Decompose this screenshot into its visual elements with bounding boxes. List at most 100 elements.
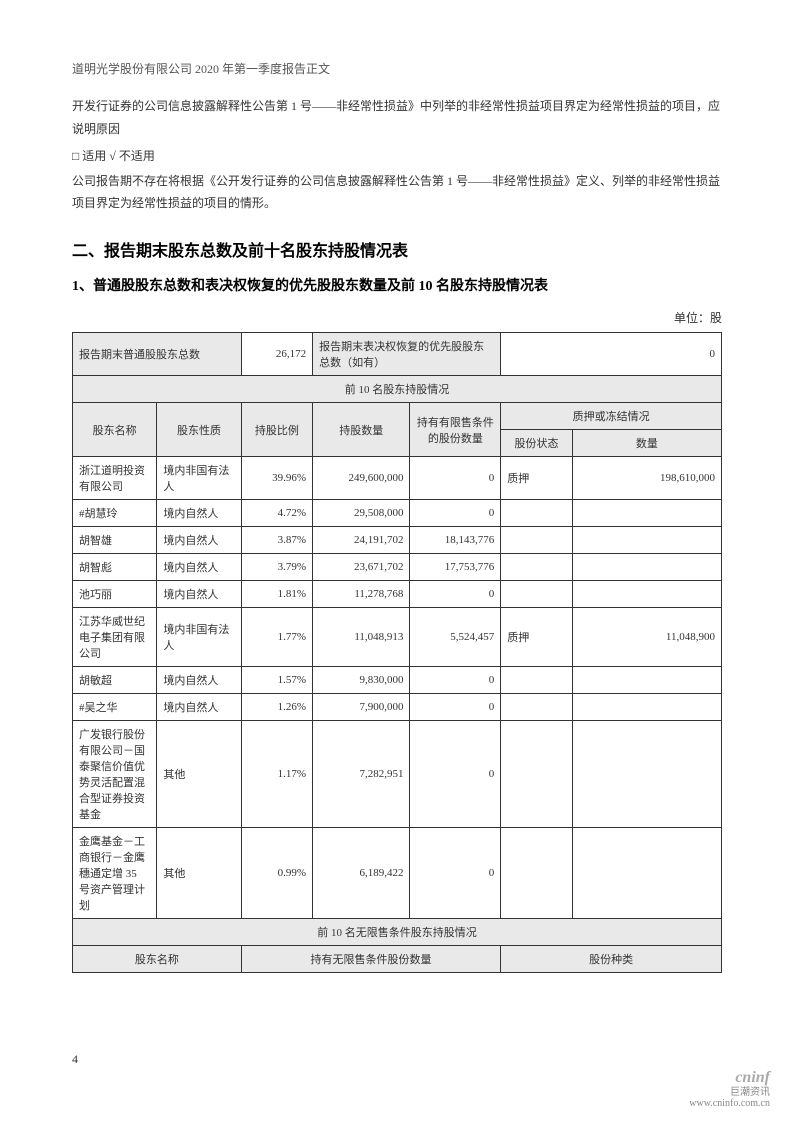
cell-nature: 其他 — [157, 828, 241, 919]
table-row: 胡智彪境内自然人3.79%23,671,70217,753,776 — [73, 554, 722, 581]
table-row: 浙江道明投资有限公司境内非国有法人39.96%249,600,0000质押198… — [73, 457, 722, 500]
summary-label-2: 报告期末表决权恢复的优先股股东总数（如有） — [313, 333, 501, 376]
table-row: #胡慧玲境内自然人4.72%29,508,0000 — [73, 500, 722, 527]
cell-pledge-status — [501, 581, 572, 608]
table-section-header: 前 10 名股东持股情况 — [73, 376, 722, 403]
cell-nature: 境内自然人 — [157, 500, 241, 527]
col-name: 股东名称 — [73, 403, 157, 457]
cell-restricted: 0 — [410, 500, 501, 527]
col-qty: 持股数量 — [313, 403, 410, 457]
paragraph-1: 开发行证券的公司信息披露解释性公告第 1 号——非经常性损益》中列举的非经常性损… — [72, 95, 722, 141]
cell-qty: 9,830,000 — [313, 667, 410, 694]
cell-qty: 11,278,768 — [313, 581, 410, 608]
cell-pledge-qty — [572, 721, 721, 828]
cell-restricted: 0 — [410, 828, 501, 919]
cell-nature: 境内自然人 — [157, 527, 241, 554]
cell-restricted: 0 — [410, 457, 501, 500]
cell-ratio: 1.57% — [241, 667, 312, 694]
cell-qty: 7,900,000 — [313, 694, 410, 721]
cell-qty: 7,282,951 — [313, 721, 410, 828]
cell-ratio: 1.77% — [241, 608, 312, 667]
cell-pledge-qty — [572, 581, 721, 608]
cell-nature: 境内自然人 — [157, 554, 241, 581]
cell-name: 金鹰基金－工商银行－金鹰穗通定增 35 号资产管理计划 — [73, 828, 157, 919]
cell-pledge-qty: 11,048,900 — [572, 608, 721, 667]
lower-section-header: 前 10 名无限售条件股东持股情况 — [73, 919, 722, 946]
cell-qty: 6,189,422 — [313, 828, 410, 919]
table-row: 广发银行股份有限公司－国泰聚信价值优势灵活配置混合型证券投资基金其他1.17%7… — [73, 721, 722, 828]
cell-restricted: 18,143,776 — [410, 527, 501, 554]
cell-name: #胡慧玲 — [73, 500, 157, 527]
cell-qty: 249,600,000 — [313, 457, 410, 500]
subsection-title: 1、普通股股东总数和表决权恢复的优先股股东数量及前 10 名股东持股情况表 — [72, 275, 722, 295]
cell-pledge-status — [501, 721, 572, 828]
summary-val-1: 26,172 — [241, 333, 312, 376]
cell-restricted: 0 — [410, 581, 501, 608]
footer-brand: cninf — [735, 1069, 770, 1086]
table-row: 胡敏超境内自然人1.57%9,830,0000 — [73, 667, 722, 694]
col-pledge-group: 质押或冻结情况 — [501, 403, 722, 430]
cell-name: 胡智雄 — [73, 527, 157, 554]
cell-restricted: 17,753,776 — [410, 554, 501, 581]
table-row: 江苏华威世纪电子集团有限公司境内非国有法人1.77%11,048,9135,52… — [73, 608, 722, 667]
cell-name: 胡智彪 — [73, 554, 157, 581]
cell-name: 浙江道明投资有限公司 — [73, 457, 157, 500]
cell-nature: 境内自然人 — [157, 581, 241, 608]
cell-qty: 11,048,913 — [313, 608, 410, 667]
cell-qty: 24,191,702 — [313, 527, 410, 554]
cell-pledge-qty — [572, 828, 721, 919]
col-restricted: 持有有限售条件的股份数量 — [410, 403, 501, 457]
doc-header: 道明光学股份有限公司 2020 年第一季度报告正文 — [72, 60, 722, 77]
cell-nature: 境内非国有法人 — [157, 608, 241, 667]
cell-pledge-status — [501, 500, 572, 527]
cell-pledge-status — [501, 554, 572, 581]
paragraph-2: 公司报告期不存在将根据《公开发行证券的公司信息披露解释性公告第 1 号——非经常… — [72, 170, 722, 216]
lower-col-1: 股东名称 — [73, 946, 242, 973]
checkbox-applicable: □ 适用 √ 不适用 — [72, 147, 722, 164]
cell-pledge-qty — [572, 527, 721, 554]
table-row: 池巧丽境内自然人1.81%11,278,7680 — [73, 581, 722, 608]
cell-pledge-qty — [572, 667, 721, 694]
cell-name: #吴之华 — [73, 694, 157, 721]
cell-pledge-status: 质押 — [501, 608, 572, 667]
cell-restricted: 0 — [410, 667, 501, 694]
page-number: 4 — [72, 1052, 78, 1067]
footer-logo: cninf 巨潮资讯 www.cninfo.com.cn — [689, 1069, 770, 1109]
summary-label-1: 报告期末普通股股东总数 — [73, 333, 242, 376]
cell-ratio: 39.96% — [241, 457, 312, 500]
section-title: 二、报告期末股东总数及前十名股东持股情况表 — [72, 237, 722, 261]
col-nature: 股东性质 — [157, 403, 241, 457]
shareholder-table: 报告期末普通股股东总数 26,172 报告期末表决权恢复的优先股股东总数（如有）… — [72, 332, 722, 973]
cell-restricted: 0 — [410, 721, 501, 828]
col-ratio: 持股比例 — [241, 403, 312, 457]
col-pledge-status: 股份状态 — [501, 430, 572, 457]
cell-qty: 29,508,000 — [313, 500, 410, 527]
cell-nature: 境内自然人 — [157, 694, 241, 721]
footer-sub: 巨潮资讯 — [730, 1087, 770, 1098]
cell-nature: 境内非国有法人 — [157, 457, 241, 500]
cell-pledge-qty — [572, 554, 721, 581]
lower-col-2: 持有无限售条件股份数量 — [241, 946, 501, 973]
table-row: #吴之华境内自然人1.26%7,900,0000 — [73, 694, 722, 721]
cell-ratio: 3.79% — [241, 554, 312, 581]
cell-ratio: 0.99% — [241, 828, 312, 919]
cell-ratio: 1.81% — [241, 581, 312, 608]
cell-pledge-status: 质押 — [501, 457, 572, 500]
cell-name: 池巧丽 — [73, 581, 157, 608]
summary-val-2: 0 — [501, 333, 722, 376]
cell-nature: 境内自然人 — [157, 667, 241, 694]
cell-ratio: 3.87% — [241, 527, 312, 554]
table-row: 胡智雄境内自然人3.87%24,191,70218,143,776 — [73, 527, 722, 554]
cell-nature: 其他 — [157, 721, 241, 828]
cell-ratio: 1.26% — [241, 694, 312, 721]
table-row: 金鹰基金－工商银行－金鹰穗通定增 35 号资产管理计划其他0.99%6,189,… — [73, 828, 722, 919]
cell-restricted: 0 — [410, 694, 501, 721]
footer-url: www.cninfo.com.cn — [689, 1098, 770, 1109]
cell-pledge-status — [501, 694, 572, 721]
cell-qty: 23,671,702 — [313, 554, 410, 581]
cell-pledge-status — [501, 828, 572, 919]
cell-pledge-status — [501, 527, 572, 554]
lower-col-3: 股份种类 — [501, 946, 722, 973]
col-pledge-qty: 数量 — [572, 430, 721, 457]
cell-restricted: 5,524,457 — [410, 608, 501, 667]
